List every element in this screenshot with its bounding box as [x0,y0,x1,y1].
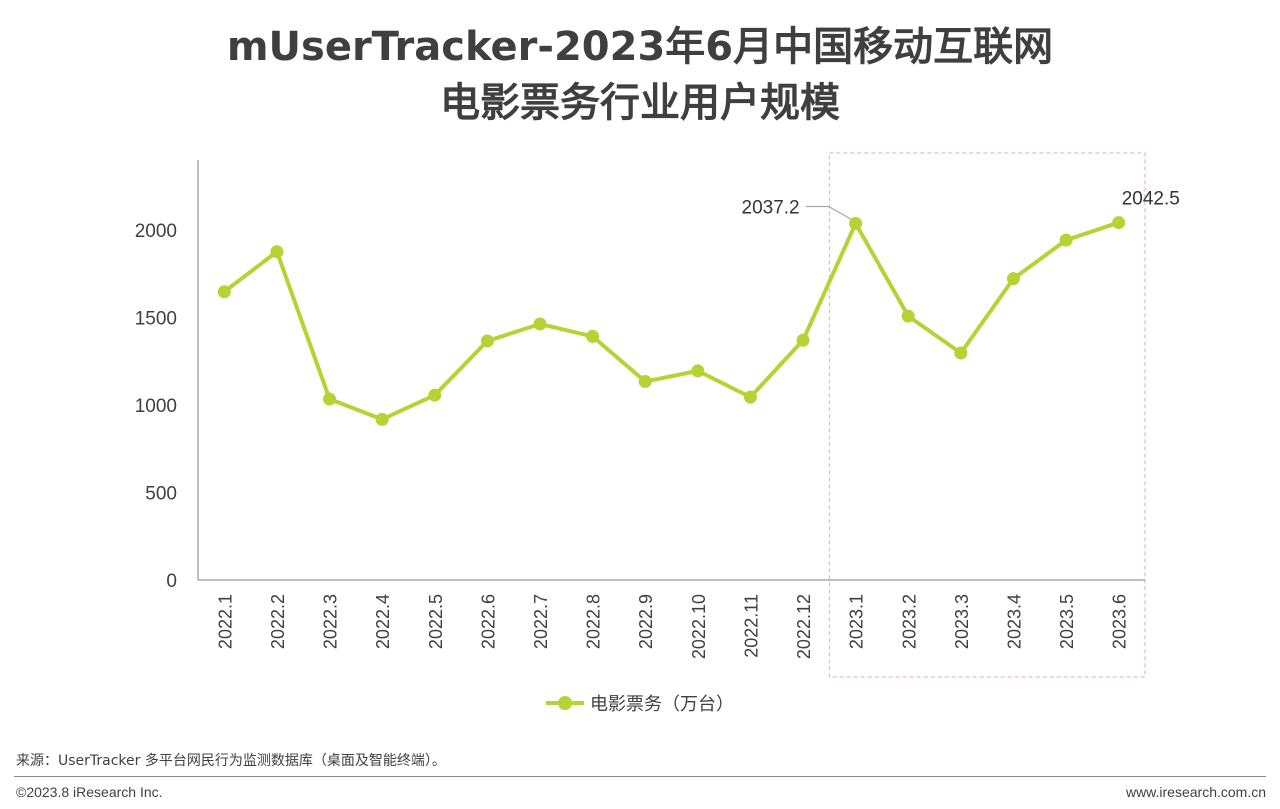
axes: 0 500 1000 1500 2000 2022.1 2022.2 2022.3 2022.4… [135,160,1145,659]
data-point [533,317,547,331]
legend-series-label: 电影票务（万台） [590,694,734,715]
data-point [691,364,705,378]
data-point [480,334,494,348]
footer-divider [14,776,1266,777]
series-line [222,220,1121,422]
x-tick-label: 2023.2 [899,594,919,649]
x-tick-label: 2023.4 [1004,594,1024,649]
x-tick-label: 2022.8 [584,594,604,649]
x-tick-label: 2023.6 [1110,594,1130,649]
y-tick-label: 1000 [135,396,177,417]
chart-title-line-1: mUserTracker-2023年6月中国移动互联网 [226,24,1054,70]
data-label: 2037.2 [742,197,800,218]
data-point [323,392,337,406]
data-point [954,346,968,360]
data-point [217,285,231,299]
data-label: 2042.5 [1122,189,1180,210]
data-point [428,388,442,402]
x-tick-label: 2022.4 [373,594,393,649]
highlight-box [828,152,1146,678]
line-chart: 0 500 1000 1500 2000 2022.1 2022.2 2022.3 2022.4… [135,152,1180,678]
x-tick-label: 2022.1 [215,594,235,649]
x-tick-label: 2023.1 [847,594,867,649]
x-tick-label: 2022.10 [689,594,709,659]
legend-series-swatch [546,696,584,710]
y-tick-label: 1500 [135,309,177,330]
data-point [375,412,389,426]
y-tick-label: 500 [145,484,177,505]
legend: 电影票务（万台） [0,690,1280,716]
x-tick-label: 2022.6 [478,594,498,649]
data-point [796,333,810,347]
data-point [638,375,652,389]
highlight-box-layer [828,152,1146,678]
data-label-leader-line [805,205,852,221]
data-point [743,390,757,404]
x-tick-label: 2023.5 [1057,594,1077,649]
x-tick-label: 2022.7 [531,594,551,649]
x-tick-label: 2022.2 [268,594,288,649]
y-tick-label: 2000 [135,221,177,242]
x-tick-label: 2022.11 [741,594,761,658]
data-point [849,216,863,230]
x-tick-label: 2022.12 [794,594,814,659]
x-tick-label: 2023.3 [952,594,972,649]
x-tick-label: 2022.3 [321,594,341,649]
x-tick-label: 2022.5 [426,594,446,649]
data-point [1112,216,1126,230]
copyright-text: ©2023.8 iResearch Inc. [16,784,163,800]
website-text: www.iresearch.com.cn [1125,784,1266,800]
x-tick-label: 2022.9 [636,594,656,649]
data-point [270,245,284,259]
data-label-layer: 2037.2 2042.5 [742,189,1180,221]
chart-title-line-2: 电影票务行业用户规模 [440,80,840,126]
data-point [1059,233,1073,247]
source-note: 来源：UserTracker 多平台网民行为监测数据库（桌面及智能终端）。 [16,753,446,769]
data-point [901,309,915,323]
data-point [1006,272,1020,286]
y-tick-label: 0 [166,571,177,592]
data-point [586,329,600,343]
series-layer [217,216,1126,426]
